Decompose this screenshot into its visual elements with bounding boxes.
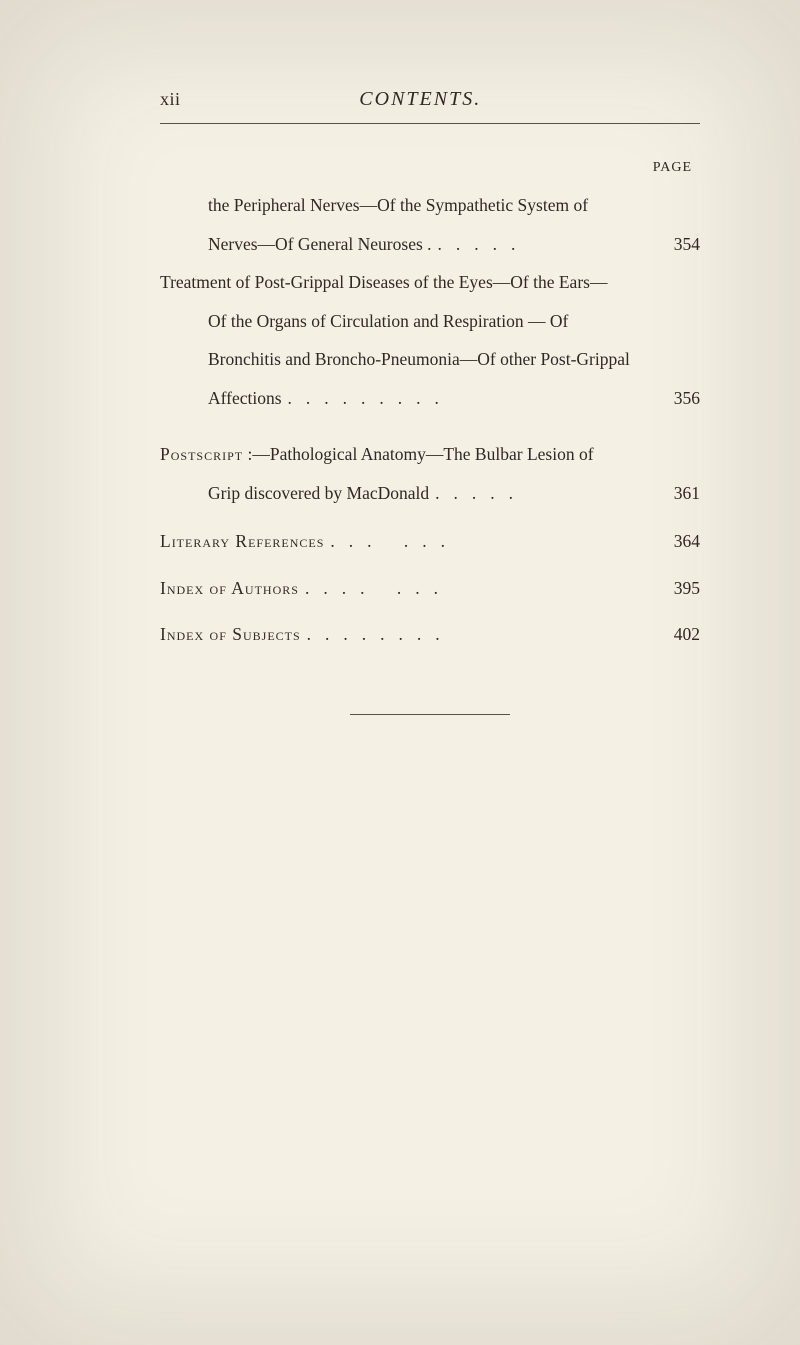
entry-page-number: 364 <box>666 522 700 561</box>
column-label-page: PAGE <box>160 160 700 176</box>
entry-line: Of the Organs of Circulation and Respira… <box>160 302 700 341</box>
entry-line: Postscript :—Pathological Anatomy—The Bu… <box>160 435 700 474</box>
entry-text: Index of Authors.... ... <box>160 569 452 608</box>
leader-dots: ........ <box>301 624 454 644</box>
entry-text: Nerves—Of General Neuroses ...... <box>208 225 529 264</box>
spacer <box>160 607 700 615</box>
entry-line: Affections......... 356 <box>160 379 700 418</box>
entry-text: the Peripheral Nerves—Of the Sympathetic… <box>208 195 588 215</box>
leader-dots: ..... <box>432 234 530 254</box>
header-title: CONTENTS. <box>181 88 650 111</box>
running-header: xii CONTENTS. <box>160 88 700 111</box>
entry-line: Literary References... ... 364 <box>160 522 700 561</box>
entry-line: Index of Subjects........ 402 <box>160 615 700 654</box>
entry-line: Grip discovered by MacDonald..... 361 <box>160 474 700 513</box>
entry-text: Treatment of Post-Grippal Diseases of th… <box>160 272 607 292</box>
entry-text: Grip discovered by MacDonald..... <box>208 474 527 513</box>
entry-text: Of the Organs of Circulation and Respira… <box>208 311 568 331</box>
spacer <box>160 512 700 522</box>
entry-page-number: 395 <box>666 569 700 608</box>
entry-text: Postscript :—Pathological Anatomy—The Bu… <box>160 444 594 464</box>
footer-rule <box>350 714 510 715</box>
entry-text: Bronchitis and Broncho-Pneumonia—Of othe… <box>208 349 630 369</box>
entry-line: the Peripheral Nerves—Of the Sympathetic… <box>160 186 700 225</box>
contents-body: the Peripheral Nerves—Of the Sympathetic… <box>160 186 700 654</box>
header-rule <box>160 123 700 124</box>
leader-dots: ... ... <box>324 531 459 551</box>
spacer <box>160 417 700 435</box>
spacer <box>160 561 700 569</box>
entry-page-number: 402 <box>666 615 700 654</box>
entry-page-number: 354 <box>666 225 700 264</box>
entry-line: Bronchitis and Broncho-Pneumonia—Of othe… <box>160 340 700 379</box>
entry-page-number: 356 <box>666 379 700 418</box>
entry-smallcaps: Postscript <box>160 444 243 464</box>
entry-text: Affections......... <box>208 379 453 418</box>
entry-text: Index of Subjects........ <box>160 615 454 654</box>
entry-line: Treatment of Post-Grippal Diseases of th… <box>160 263 700 302</box>
leader-dots: .... ... <box>299 578 452 598</box>
entry-smallcaps: Index of Subjects <box>160 624 301 644</box>
entry-text: Literary References... ... <box>160 522 459 561</box>
leader-dots: ..... <box>429 483 527 503</box>
entry-smallcaps: Index of Authors <box>160 578 299 598</box>
page-container: xii CONTENTS. PAGE the Peripheral Nerves… <box>0 0 800 1345</box>
entry-line: Nerves—Of General Neuroses ...... 354 <box>160 225 700 264</box>
leader-dots: ......... <box>282 388 453 408</box>
header-page-number: xii <box>160 89 181 110</box>
entry-page-number: 361 <box>666 474 700 513</box>
entry-smallcaps: Literary References <box>160 531 324 551</box>
entry-line: Index of Authors.... ... 395 <box>160 569 700 608</box>
